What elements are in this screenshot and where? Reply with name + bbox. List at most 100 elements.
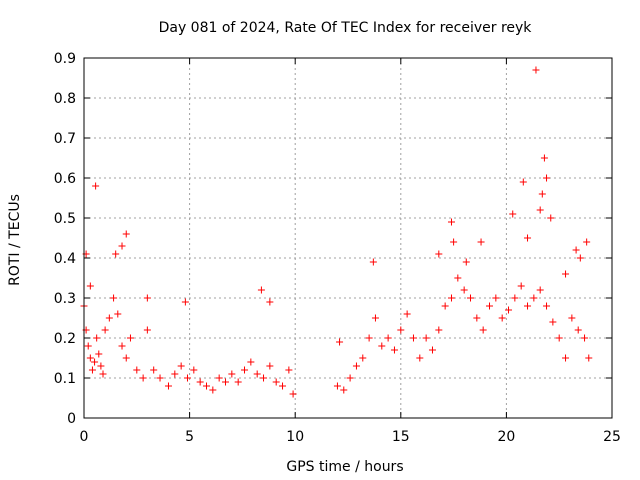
data-point [428, 346, 436, 354]
data-point [549, 318, 557, 326]
data-point [150, 366, 158, 374]
data-point [133, 366, 141, 374]
x-tick-label: 20 [497, 429, 515, 445]
x-tick-label: 10 [286, 429, 304, 445]
y-tick-label: 0.1 [54, 371, 76, 387]
data-point [143, 326, 151, 334]
data-point [84, 342, 92, 350]
data-point [524, 234, 532, 242]
data-point [164, 382, 172, 390]
data-point [397, 326, 405, 334]
data-point [473, 314, 481, 322]
data-point [183, 374, 191, 382]
data-point [583, 238, 591, 246]
data-point [190, 366, 198, 374]
data-point [99, 370, 107, 378]
data-point [536, 206, 544, 214]
data-point [272, 378, 280, 386]
data-point [352, 362, 360, 370]
data-point [517, 282, 525, 290]
data-point [289, 390, 297, 398]
data-point [86, 354, 94, 362]
data-point [118, 242, 126, 250]
data-point [86, 282, 94, 290]
y-tick-label: 0.6 [54, 171, 76, 187]
y-tick-label: 0.8 [54, 91, 76, 107]
data-point [260, 374, 268, 382]
x-tick-label: 0 [80, 429, 89, 445]
data-point [285, 366, 293, 374]
data-point [95, 350, 103, 358]
data-point [486, 302, 494, 310]
data-point [492, 294, 500, 302]
data-point [336, 338, 344, 346]
data-point [466, 294, 474, 302]
data-point [505, 306, 513, 314]
data-point [530, 294, 538, 302]
data-point [139, 374, 147, 382]
data-point [196, 378, 204, 386]
data-point [390, 346, 398, 354]
data-point [562, 354, 570, 362]
data-point [384, 334, 392, 342]
data-point [228, 370, 236, 378]
x-axis-label: GPS time / hours [286, 459, 403, 475]
data-point [441, 302, 449, 310]
data-point [241, 366, 249, 374]
y-axis-label: ROTI / TECUs [7, 194, 23, 286]
x-tick-label: 25 [603, 429, 621, 445]
data-point [540, 154, 548, 162]
data-point [477, 238, 485, 246]
data-points [80, 66, 593, 398]
data-point [509, 210, 517, 218]
data-point [581, 334, 589, 342]
data-point [359, 354, 367, 362]
data-point [143, 294, 151, 302]
data-point [378, 342, 386, 350]
data-point [222, 378, 230, 386]
data-point [574, 326, 582, 334]
y-tick-label: 0 [67, 411, 76, 427]
data-point [479, 326, 487, 334]
data-point [532, 66, 540, 74]
data-point [536, 286, 544, 294]
data-point [97, 362, 105, 370]
data-point [181, 298, 189, 306]
data-point [409, 334, 417, 342]
data-point [122, 354, 130, 362]
data-point [576, 254, 584, 262]
data-point [462, 258, 470, 266]
data-point [126, 334, 134, 342]
data-point [371, 314, 379, 322]
data-point [101, 326, 109, 334]
data-point [447, 294, 455, 302]
data-point [543, 302, 551, 310]
data-point [498, 314, 506, 322]
data-point [234, 378, 242, 386]
data-point [435, 326, 443, 334]
data-point [202, 382, 210, 390]
data-point [88, 366, 96, 374]
data-point [266, 362, 274, 370]
y-tick-label: 0.2 [54, 331, 76, 347]
data-point [93, 334, 101, 342]
data-point [543, 174, 551, 182]
data-point [519, 178, 527, 186]
data-point [524, 302, 532, 310]
data-point [340, 386, 348, 394]
data-point [266, 298, 274, 306]
data-point [209, 386, 217, 394]
data-point [511, 294, 519, 302]
data-point [450, 238, 458, 246]
data-point [114, 310, 122, 318]
data-point [585, 354, 593, 362]
data-point [257, 286, 265, 294]
grid [84, 58, 612, 418]
data-point [253, 370, 261, 378]
data-point [547, 214, 555, 222]
data-point [92, 182, 100, 190]
y-tick-label: 0.3 [54, 291, 76, 307]
x-tick-label: 5 [185, 429, 194, 445]
data-point [447, 218, 455, 226]
